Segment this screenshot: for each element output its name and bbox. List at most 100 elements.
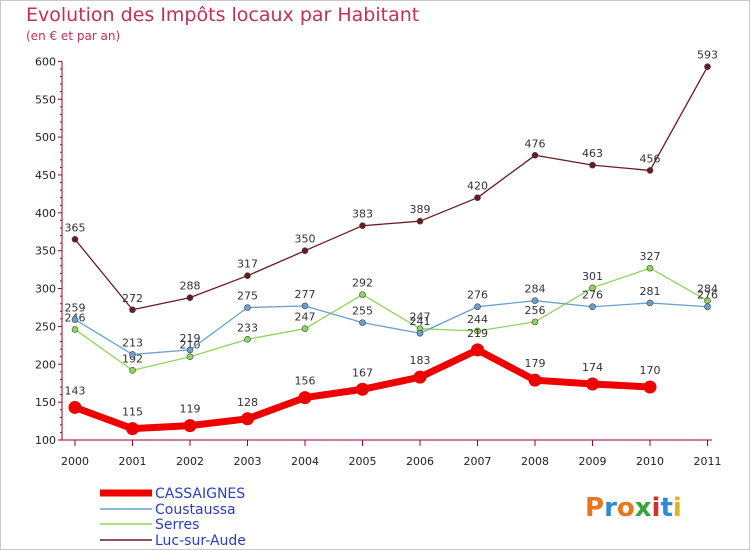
x-tick-label: 2003 (234, 455, 262, 468)
data-label: 288 (180, 280, 201, 293)
data-point (298, 391, 312, 405)
data-point (71, 316, 79, 323)
data-label: 277 (295, 288, 316, 301)
x-tick-label: 2010 (636, 455, 664, 468)
data-label: 284 (697, 283, 718, 296)
data-label: 281 (640, 285, 661, 298)
x-tick-label: 2001 (119, 455, 147, 468)
data-label: 247 (410, 311, 431, 324)
data-label: 272 (122, 292, 143, 305)
data-label: 593 (697, 49, 718, 62)
data-point (68, 400, 82, 414)
data-point (241, 412, 254, 426)
legend-label: Coustaussa (155, 502, 236, 518)
x-tick-label: 2006 (406, 455, 434, 468)
data-label: 276 (697, 289, 718, 302)
y-tick-label: 500 (35, 131, 56, 144)
data-point (359, 319, 366, 326)
y-tick-label: 100 (35, 434, 56, 447)
data-label: 241 (410, 315, 431, 328)
data-label: 170 (640, 364, 661, 377)
data-point (531, 297, 539, 304)
data-label: 192 (122, 352, 143, 365)
data-label: 456 (640, 152, 661, 165)
y-tick-label: 150 (35, 396, 56, 409)
data-point (474, 303, 481, 311)
data-point (704, 63, 711, 71)
data-point (244, 335, 251, 343)
x-tick-label: 2002 (176, 455, 204, 468)
data-label: 365 (65, 221, 86, 234)
data-label: 244 (467, 313, 488, 326)
data-point (471, 343, 484, 357)
data-label: 284 (525, 283, 546, 296)
data-point (416, 329, 424, 337)
series-line (74, 300, 709, 356)
series-line (74, 66, 709, 311)
data-point (646, 264, 654, 272)
x-tick-label: 2005 (349, 455, 377, 468)
data-label: 213 (122, 336, 143, 349)
data-point (589, 284, 596, 292)
data-label: 350 (295, 233, 316, 246)
data-label: 259 (65, 302, 86, 315)
data-point (301, 302, 309, 310)
x-tick-label: 2004 (291, 455, 319, 468)
data-point (643, 380, 657, 394)
data-point (129, 306, 136, 314)
data-point (186, 346, 194, 354)
data-point (531, 151, 539, 159)
x-tick-label: 2008 (521, 455, 549, 468)
legend-label: Luc-sur-Aude (155, 533, 246, 549)
series-line (74, 267, 709, 371)
data-point (474, 327, 481, 335)
data-label: 463 (582, 147, 603, 160)
data-point (71, 326, 79, 333)
data-label: 219 (180, 332, 201, 345)
data-point (531, 318, 539, 326)
data-label: 276 (582, 289, 603, 302)
data-label: 275 (237, 289, 258, 302)
data-label: 247 (295, 311, 316, 324)
x-tick-label: 2009 (579, 455, 607, 468)
proxiti-logo: Proxiti (585, 493, 682, 523)
x-tick-label: 2000 (61, 455, 89, 468)
data-point (586, 377, 599, 391)
data-label: 389 (410, 203, 431, 216)
data-point (356, 382, 369, 396)
data-label: 174 (582, 361, 603, 374)
data-label: 256 (525, 304, 546, 317)
y-tick-label: 550 (35, 93, 56, 106)
data-label: 476 (525, 137, 546, 150)
data-point (413, 370, 427, 384)
legend-label: Serres (155, 517, 199, 533)
data-point (186, 353, 194, 361)
data-label: 255 (352, 305, 373, 318)
data-label: 327 (640, 250, 661, 263)
data-label: 156 (295, 375, 316, 388)
data-label: 210 (180, 339, 201, 352)
data-label: 292 (352, 277, 373, 290)
data-point (359, 222, 366, 230)
legend-label: CASSAIGNES (155, 486, 245, 502)
data-label: 119 (180, 403, 201, 416)
data-label: 219 (467, 327, 488, 340)
data-point (589, 303, 596, 311)
x-tick-label: 2011 (694, 455, 722, 468)
data-point (359, 291, 366, 298)
data-label: 128 (237, 396, 258, 409)
data-point (646, 167, 654, 174)
data-label: 183 (410, 354, 431, 367)
data-point (129, 351, 136, 358)
chart-subtitle: (en € et par an) (26, 29, 121, 43)
data-point (528, 373, 542, 387)
data-point (129, 367, 136, 374)
data-point (126, 422, 139, 436)
data-point (301, 247, 309, 254)
data-point (646, 299, 654, 307)
data-label: 420 (467, 180, 488, 193)
data-label: 233 (237, 321, 258, 334)
data-point (244, 304, 251, 311)
data-point (416, 217, 424, 225)
